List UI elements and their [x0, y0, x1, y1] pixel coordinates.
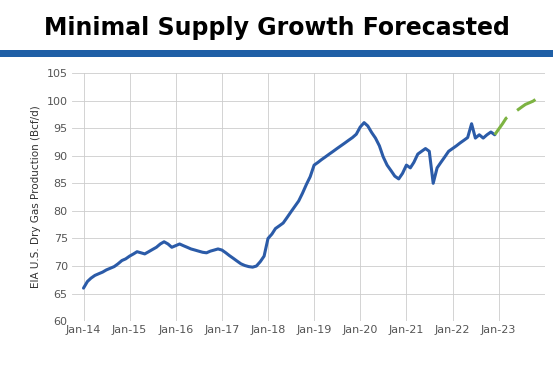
- Y-axis label: EIA U.S. Dry Gas Production (Bcf/d): EIA U.S. Dry Gas Production (Bcf/d): [31, 106, 41, 288]
- Text: Minimal Supply Growth Forecasted: Minimal Supply Growth Forecasted: [44, 16, 509, 41]
